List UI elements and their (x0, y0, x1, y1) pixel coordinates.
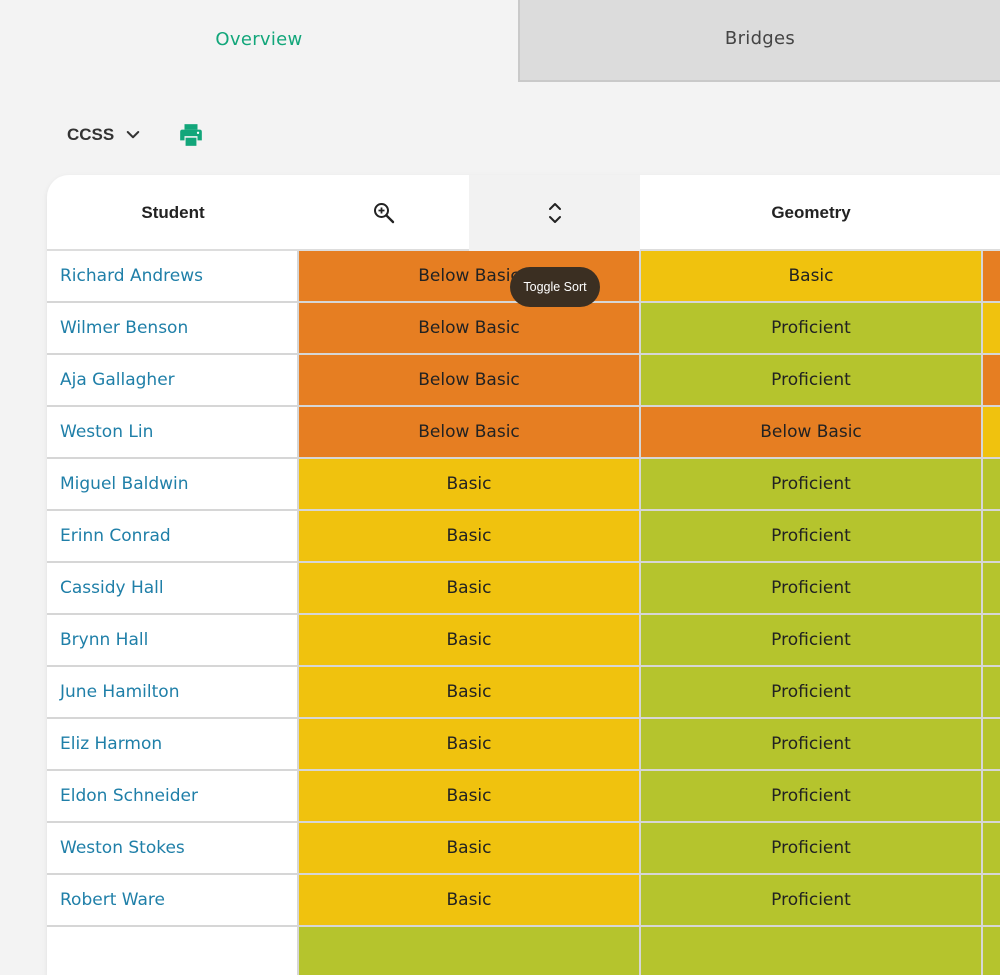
proficiency-cell: Basic (299, 719, 641, 771)
column-header-student[interactable]: Student (141, 203, 205, 222)
table-row: Eldon Schneider Basic Proficient (47, 771, 1000, 823)
table-header: Student Geometry (47, 175, 1000, 251)
student-name-link[interactable]: Weston Stokes (47, 823, 299, 875)
chevron-down-icon (127, 131, 140, 139)
geometry-proficiency-cell (641, 927, 983, 975)
student-name-link[interactable]: Erinn Conrad (47, 511, 299, 563)
geometry-proficiency-cell: Proficient (641, 667, 983, 719)
column-header-next (982, 175, 1000, 251)
proficiency-cell: Basic (299, 615, 641, 667)
student-name-link[interactable]: Weston Lin (47, 407, 299, 459)
standard-select[interactable]: CCSS (67, 125, 142, 145)
student-name-link[interactable]: Miguel Baldwin (47, 459, 299, 511)
results-table: Student Geometry Richard Andrews Below Ba… (47, 175, 1000, 975)
table-row: Miguel Baldwin Basic Proficient (47, 459, 1000, 511)
geometry-proficiency-cell: Below Basic (641, 407, 983, 459)
table-row: Wilmer Benson Below Basic Proficient (47, 303, 1000, 355)
next-proficiency-cell (983, 823, 1000, 875)
next-proficiency-cell (983, 459, 1000, 511)
proficiency-cell (299, 927, 641, 975)
proficiency-cell: Basic (299, 823, 641, 875)
tab-bar: Overview Bridges (0, 0, 1000, 82)
proficiency-cell: Basic (299, 875, 641, 927)
student-name-link[interactable] (47, 927, 299, 975)
student-name-link[interactable]: Eliz Harmon (47, 719, 299, 771)
tooltip: Toggle Sort (510, 267, 600, 307)
student-name-link[interactable]: Cassidy Hall (47, 563, 299, 615)
table-row: Weston Lin Below Basic Below Basic (47, 407, 1000, 459)
next-proficiency-cell (983, 667, 1000, 719)
column-header-geometry[interactable]: Geometry (771, 203, 851, 222)
proficiency-cell: Basic (299, 771, 641, 823)
proficiency-cell: Below Basic (299, 355, 641, 407)
tab-overview[interactable]: Overview (215, 28, 303, 50)
next-proficiency-cell (983, 875, 1000, 927)
next-proficiency-cell (983, 615, 1000, 667)
geometry-proficiency-cell: Proficient (641, 875, 983, 927)
sort-toggle-icon (548, 203, 561, 223)
geometry-proficiency-cell: Basic (641, 251, 983, 303)
table-row: Cassidy Hall Basic Proficient (47, 563, 1000, 615)
geometry-proficiency-cell: Proficient (641, 771, 983, 823)
proficiency-cell: Below Basic (299, 303, 641, 355)
standard-label: CCSS (67, 125, 115, 144)
next-proficiency-cell (983, 303, 1000, 355)
proficiency-cell: Basic (299, 511, 641, 563)
geometry-proficiency-cell: Proficient (641, 823, 983, 875)
table-row: Eliz Harmon Basic Proficient (47, 719, 1000, 771)
student-name-link[interactable]: Brynn Hall (47, 615, 299, 667)
table-row: Brynn Hall Basic Proficient (47, 615, 1000, 667)
table-row (47, 927, 1000, 975)
next-proficiency-cell (983, 563, 1000, 615)
next-proficiency-cell (983, 407, 1000, 459)
next-proficiency-cell (983, 771, 1000, 823)
proficiency-cell: Basic (299, 667, 641, 719)
printer-icon[interactable] (178, 122, 204, 148)
table-row: Aja Gallagher Below Basic Proficient (47, 355, 1000, 407)
table-row: Robert Ware Basic Proficient (47, 875, 1000, 927)
geometry-proficiency-cell: Proficient (641, 511, 983, 563)
proficiency-cell: Basic (299, 459, 641, 511)
student-name-link[interactable]: Robert Ware (47, 875, 299, 927)
next-proficiency-cell (983, 927, 1000, 975)
student-name-link[interactable]: Wilmer Benson (47, 303, 299, 355)
zoom-in-icon (374, 203, 395, 224)
table-row: Erinn Conrad Basic Proficient (47, 511, 1000, 563)
student-name-link[interactable]: June Hamilton (47, 667, 299, 719)
next-proficiency-cell (983, 511, 1000, 563)
geometry-proficiency-cell: Proficient (641, 563, 983, 615)
table-row: June Hamilton Basic Proficient (47, 667, 1000, 719)
next-proficiency-cell (983, 251, 1000, 303)
proficiency-cell: Below Basic (299, 407, 641, 459)
next-proficiency-cell (983, 719, 1000, 771)
tab-bridges[interactable]: Bridges (518, 0, 1000, 82)
toolbar: CCSS (67, 118, 202, 152)
geometry-proficiency-cell: Proficient (641, 615, 983, 667)
table-row: Weston Stokes Basic Proficient (47, 823, 1000, 875)
geometry-proficiency-cell: Proficient (641, 459, 983, 511)
student-name-link[interactable]: Richard Andrews (47, 251, 299, 303)
geometry-proficiency-cell: Proficient (641, 719, 983, 771)
zoom-button[interactable] (299, 175, 469, 251)
geometry-proficiency-cell: Proficient (641, 355, 983, 407)
table-row: Richard Andrews Below Basic Basic (47, 251, 1000, 303)
proficiency-cell: Basic (299, 563, 641, 615)
next-proficiency-cell (983, 355, 1000, 407)
sort-toggle-button[interactable] (469, 175, 640, 251)
student-name-link[interactable]: Aja Gallagher (47, 355, 299, 407)
geometry-proficiency-cell: Proficient (641, 303, 983, 355)
student-name-link[interactable]: Eldon Schneider (47, 771, 299, 823)
